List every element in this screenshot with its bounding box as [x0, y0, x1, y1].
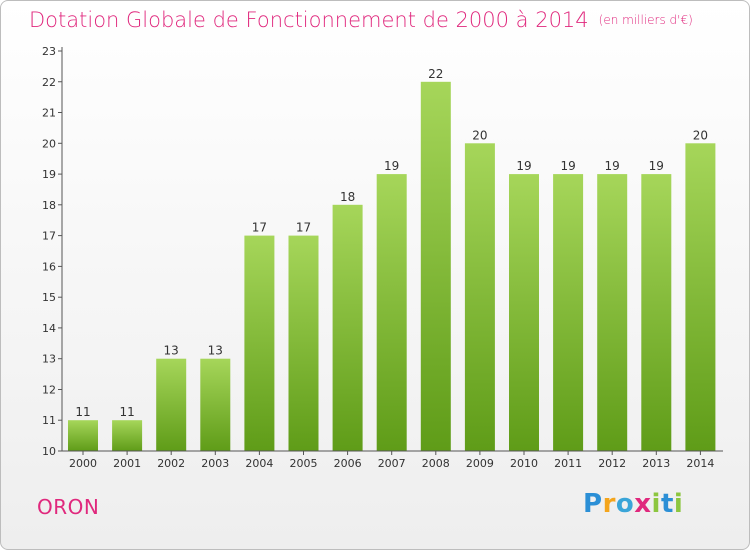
bar-2007 — [376, 174, 407, 451]
x-tick-label-2002: 2002 — [157, 457, 185, 470]
proxiti-logo[interactable]: Proxiti — [583, 489, 683, 519]
logo-letter: r — [602, 489, 616, 519]
x-tick-label-2010: 2010 — [510, 457, 538, 470]
bar-2006 — [332, 204, 363, 451]
y-tick-label-21: 21 — [42, 107, 56, 120]
y-tick-label-17: 17 — [42, 230, 56, 243]
y-tick-label-12: 12 — [42, 384, 56, 397]
bar-2014 — [685, 143, 716, 452]
bar-2000 — [68, 420, 98, 451]
bar-2009 — [464, 143, 495, 452]
x-tick-label-2004: 2004 — [245, 457, 273, 470]
data-label-2008: 22 — [428, 67, 443, 81]
x-tick-label-2009: 2009 — [466, 457, 494, 470]
data-label-2007: 19 — [384, 159, 399, 173]
chart-subtitle: (en milliers d'€) — [598, 13, 693, 27]
data-label-2003: 13 — [208, 344, 223, 358]
y-tick-label-18: 18 — [42, 199, 56, 212]
axis-layer: 2000 2001 2002 2003 2004 2005 2006 2007 2008 2009… — [42, 45, 723, 470]
logo-letter: i — [651, 489, 661, 519]
data-label-2001: 11 — [119, 405, 134, 419]
data-label-2006: 18 — [340, 190, 355, 204]
data-label-2012: 19 — [605, 159, 620, 173]
bar-2011 — [553, 174, 584, 451]
y-tick-label-10: 10 — [42, 445, 56, 458]
y-tick-label-14: 14 — [42, 322, 56, 335]
y-tick-label-19: 19 — [42, 168, 56, 181]
y-tick-label-23: 23 — [42, 45, 56, 58]
chart-title: Dotation Globale de Fonctionnement de 20… — [29, 8, 693, 32]
x-tick-label-2007: 2007 — [378, 457, 406, 470]
x-tick-label-2006: 2006 — [334, 457, 362, 470]
bar-2010 — [509, 174, 539, 451]
y-tick-label-15: 15 — [42, 291, 56, 304]
y-tick-label-22: 22 — [42, 76, 56, 89]
data-label-2004: 17 — [252, 221, 267, 235]
bars-layer: 11 11 13 13 17 17 18 19 22 20 19 19 19 19 20 — [68, 67, 716, 452]
town-name: ORON — [37, 495, 100, 519]
bar-2002 — [156, 358, 187, 451]
x-tick-label-2011: 2011 — [554, 457, 582, 470]
x-tick-label-2000: 2000 — [69, 457, 97, 470]
logo-letter: t — [660, 489, 674, 519]
bar-2012 — [597, 174, 628, 451]
data-label-2014: 20 — [693, 128, 708, 142]
data-label-2010: 19 — [516, 159, 531, 173]
logo-letter: x — [634, 489, 652, 519]
y-tick-label-16: 16 — [42, 260, 56, 273]
x-tick-label-2014: 2014 — [686, 457, 714, 470]
y-tick-label-11: 11 — [42, 414, 56, 427]
x-tick-label-2008: 2008 — [422, 457, 450, 470]
data-label-2002: 13 — [164, 344, 179, 358]
x-tick-label-2001: 2001 — [113, 457, 141, 470]
bar-2003 — [200, 358, 231, 451]
data-label-2011: 19 — [560, 159, 575, 173]
logo-letter: P — [583, 489, 603, 519]
data-label-2013: 19 — [649, 159, 664, 173]
x-tick-label-2003: 2003 — [201, 457, 229, 470]
data-label-2000: 11 — [75, 405, 90, 419]
x-tick-label-2012: 2012 — [598, 457, 626, 470]
bar-2013 — [641, 174, 672, 451]
chart-title-text: Dotation Globale de Fonctionnement de 20… — [29, 8, 589, 32]
y-tick-label-20: 20 — [42, 137, 56, 150]
bar-2001 — [112, 420, 143, 451]
x-tick-label-2013: 2013 — [642, 457, 670, 470]
logo-letter: i — [673, 489, 684, 519]
bar-2005 — [288, 235, 319, 451]
y-tick-label-13: 13 — [42, 353, 56, 366]
logo-letter: o — [615, 489, 635, 519]
data-label-2009: 20 — [472, 128, 487, 142]
bar-2004 — [244, 235, 275, 451]
data-label-2005: 17 — [296, 221, 311, 235]
bar-2008 — [420, 81, 451, 452]
x-tick-label-2005: 2005 — [290, 457, 318, 470]
